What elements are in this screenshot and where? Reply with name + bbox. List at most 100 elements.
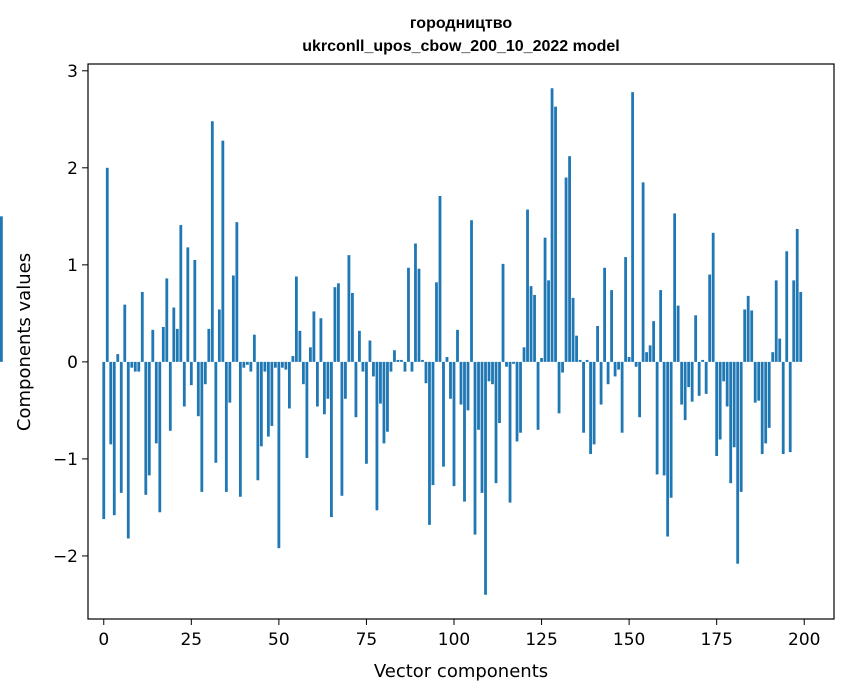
bar-26 <box>193 260 197 362</box>
bar-119 <box>519 361 522 433</box>
bar-14 <box>151 329 155 362</box>
plot-frame <box>87 63 835 620</box>
bar-88 <box>410 361 414 372</box>
bar-127 <box>547 280 550 362</box>
bar-33 <box>217 309 221 362</box>
bar-34 <box>221 140 225 362</box>
x-tick-label: 0 <box>98 630 109 650</box>
bar-138 <box>585 359 589 362</box>
bar-194 <box>781 361 785 455</box>
bar-11 <box>140 292 144 362</box>
x-tick-label: 75 <box>356 630 378 650</box>
bar-144 <box>606 361 610 385</box>
bar-142 <box>599 361 603 405</box>
bar-87 <box>407 267 410 362</box>
x-axis-label: Vector components <box>374 661 548 682</box>
bar-59 <box>309 347 312 362</box>
bar-164 <box>676 305 680 362</box>
bar-143 <box>603 267 606 362</box>
y-tick-label: −2 <box>53 547 78 567</box>
bar-81 <box>386 361 389 432</box>
bar-49 <box>273 361 277 368</box>
bar-9 <box>133 361 137 372</box>
bar-25 <box>189 361 193 386</box>
bar-93 <box>428 361 431 525</box>
bar-152 <box>634 361 638 367</box>
bar-51 <box>280 361 284 368</box>
bar-174 <box>711 232 715 362</box>
bar-0 <box>102 361 106 520</box>
bar-10 <box>137 361 141 372</box>
bar-27 <box>196 361 200 417</box>
bar-120 <box>522 347 526 362</box>
bar-42 <box>249 361 253 372</box>
bar-77 <box>372 361 375 377</box>
bar-76 <box>368 340 372 362</box>
bar-169 <box>694 315 698 362</box>
bar-73 <box>358 330 361 362</box>
bar-74 <box>361 361 365 372</box>
bar-67 <box>337 283 340 362</box>
bar-108 <box>480 361 484 493</box>
x-tick-label: 50 <box>268 630 290 650</box>
bar-163 <box>673 213 677 362</box>
bar-154 <box>641 182 645 362</box>
bar-101 <box>456 329 459 362</box>
bar-13 <box>147 361 151 476</box>
bar-63 <box>323 361 326 415</box>
bar-12 <box>144 361 148 495</box>
bar-7 <box>126 361 130 539</box>
bar-36 <box>228 361 232 403</box>
bar-195 <box>785 251 789 362</box>
bar-38 <box>235 222 239 362</box>
bar-41 <box>245 361 249 365</box>
chart-title-line-2: ukrconll_upos_cbow_200_10_2022 model <box>302 38 619 55</box>
bar-80 <box>382 361 386 444</box>
bar-124 <box>536 361 540 430</box>
bar-160 <box>662 361 666 476</box>
y-tick-label: 2 <box>67 159 78 179</box>
bar-68 <box>340 361 344 496</box>
bar-28 <box>200 361 204 492</box>
x-tick-label: 125 <box>525 630 557 650</box>
bar-168 <box>690 361 694 402</box>
bar-126 <box>543 237 547 362</box>
bar-24 <box>186 247 190 362</box>
bar-62 <box>319 318 323 362</box>
bar-90 <box>417 268 421 362</box>
bar-146 <box>613 361 617 377</box>
bar-69 <box>344 361 347 399</box>
bar-106 <box>473 361 477 535</box>
bar-182 <box>739 361 743 492</box>
bar-196 <box>788 361 792 453</box>
bar-179 <box>729 361 733 484</box>
bar-57 <box>301 361 305 385</box>
bar-107 <box>477 361 480 430</box>
bar-130 <box>557 361 561 414</box>
bar-58 <box>305 361 309 458</box>
bar-104 <box>466 361 470 411</box>
x-tick-label: 175 <box>700 630 732 650</box>
bar-200 <box>0 216 3 362</box>
bar-121 <box>526 209 529 362</box>
bar-180 <box>732 361 736 448</box>
bar-190 <box>767 361 771 428</box>
bar-23 <box>182 361 186 407</box>
bar-198 <box>795 228 799 362</box>
bar-125 <box>540 357 543 362</box>
bar-110 <box>487 361 491 382</box>
bar-2 <box>109 361 113 445</box>
bar-91 <box>421 359 424 362</box>
bar-5 <box>119 361 123 493</box>
bar-153 <box>638 361 642 418</box>
bar-165 <box>680 361 684 405</box>
bar-72 <box>354 361 358 418</box>
x-axis-ticks: 0 25 50 75 100 125 150 175 200 <box>98 619 820 650</box>
bar-96 <box>438 195 442 362</box>
bar-192 <box>774 280 778 362</box>
bar-178 <box>725 361 729 407</box>
x-tick-label: 200 <box>788 630 820 650</box>
bar-188 <box>760 361 764 455</box>
bar-53 <box>287 361 291 409</box>
bar-37 <box>231 275 235 362</box>
